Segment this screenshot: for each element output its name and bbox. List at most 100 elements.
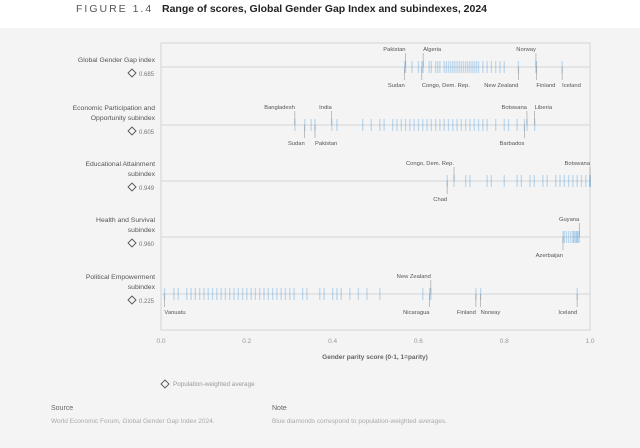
score-tick [458, 61, 460, 73]
score-tick [533, 175, 535, 187]
score-tick [379, 288, 381, 300]
score-tick [482, 119, 484, 131]
score-tick [439, 119, 441, 131]
score-tick [486, 119, 488, 131]
score-tick [565, 231, 568, 243]
score-tick [462, 61, 465, 73]
score-tick [366, 288, 368, 300]
country-label: Pakistan [315, 141, 337, 147]
score-tick [417, 61, 420, 73]
x-tick-label: 0.4 [328, 338, 337, 345]
average-value: 0.605 [139, 130, 155, 136]
country-label: India [319, 105, 332, 111]
country-label: Finland [457, 310, 476, 316]
score-tick [263, 288, 265, 300]
score-tick [289, 288, 291, 300]
average-value: 0.960 [139, 242, 155, 248]
score-tick [473, 119, 475, 131]
score-tick [460, 119, 462, 131]
score-tick [357, 288, 360, 300]
score-tick [392, 119, 394, 131]
score-tick [447, 61, 450, 73]
score-tick [577, 231, 579, 243]
country-label: Botswana [565, 161, 591, 167]
country-label: Congo, Dem. Rep. [422, 83, 470, 89]
score-tick [211, 288, 214, 300]
score-tick [469, 175, 471, 187]
score-tick [503, 175, 505, 187]
row-label: subindex [128, 227, 156, 234]
country-label: Barbados [500, 141, 525, 147]
country-label: Azerbaijan [536, 253, 563, 259]
score-tick [336, 119, 338, 131]
score-tick [379, 119, 381, 131]
row-label: subindex [128, 284, 156, 291]
score-tick [567, 231, 570, 243]
score-tick [426, 119, 428, 131]
score-tick [449, 61, 452, 73]
score-tick [570, 231, 572, 243]
score-tick [411, 61, 413, 73]
score-tick [486, 61, 488, 73]
country-label: New Zealand [484, 83, 518, 89]
country-label: Botswana [501, 105, 527, 111]
score-tick [439, 61, 441, 73]
score-tick [475, 61, 478, 73]
score-tick [404, 119, 407, 131]
score-tick [529, 175, 531, 187]
score-tick [437, 61, 439, 73]
score-tick [469, 119, 471, 131]
average-diamond-icon [127, 126, 137, 136]
score-tick [464, 119, 467, 131]
country-label: Iceland [558, 310, 577, 316]
score-tick [576, 175, 578, 187]
country-label: Congo, Dem. Rep. [406, 161, 454, 167]
score-tick [224, 288, 227, 300]
score-tick [456, 119, 458, 131]
country-label: Vanuatu [164, 310, 185, 316]
score-tick [271, 288, 274, 300]
score-tick [241, 288, 244, 300]
x-tick-label: 1.0 [585, 338, 594, 345]
score-tick [430, 61, 432, 73]
score-tick [417, 119, 420, 131]
legend-label: Population-weighted average [173, 381, 255, 388]
score-tick [580, 175, 583, 187]
average-value: 0.685 [139, 72, 155, 78]
country-label: Liberia [535, 105, 553, 111]
country-label: Norway [481, 310, 501, 316]
score-tick [284, 288, 287, 300]
x-tick-label: 0.8 [500, 338, 509, 345]
score-tick [576, 231, 578, 243]
score-tick [495, 61, 497, 73]
note-text: Blue diamonds correspond to population-w… [272, 418, 447, 425]
score-tick [336, 288, 338, 300]
score-tick [445, 61, 447, 73]
score-tick [430, 119, 432, 131]
score-tick [233, 288, 235, 300]
country-label: Pakistan [383, 47, 405, 53]
score-tick [486, 175, 488, 187]
row-label: Health and Survival [96, 217, 155, 224]
score-tick [516, 119, 518, 131]
score-tick [422, 288, 424, 300]
score-tick [250, 288, 252, 300]
score-tick [572, 231, 574, 243]
score-tick [464, 175, 467, 187]
average-diamond-icon [127, 238, 137, 248]
score-tick [546, 175, 548, 187]
score-tick [216, 288, 218, 300]
score-tick [482, 61, 484, 73]
score-tick [173, 288, 175, 300]
score-tick [454, 61, 456, 73]
score-tick [574, 231, 576, 243]
row-label: subindex [128, 171, 156, 178]
score-tick [460, 61, 462, 73]
score-tick [237, 288, 239, 300]
row-label: Educational Attainment [85, 161, 155, 168]
x-tick-label: 0.6 [414, 338, 423, 345]
score-tick [323, 288, 325, 300]
score-tick [422, 119, 424, 131]
average-diamond-icon [127, 295, 137, 305]
